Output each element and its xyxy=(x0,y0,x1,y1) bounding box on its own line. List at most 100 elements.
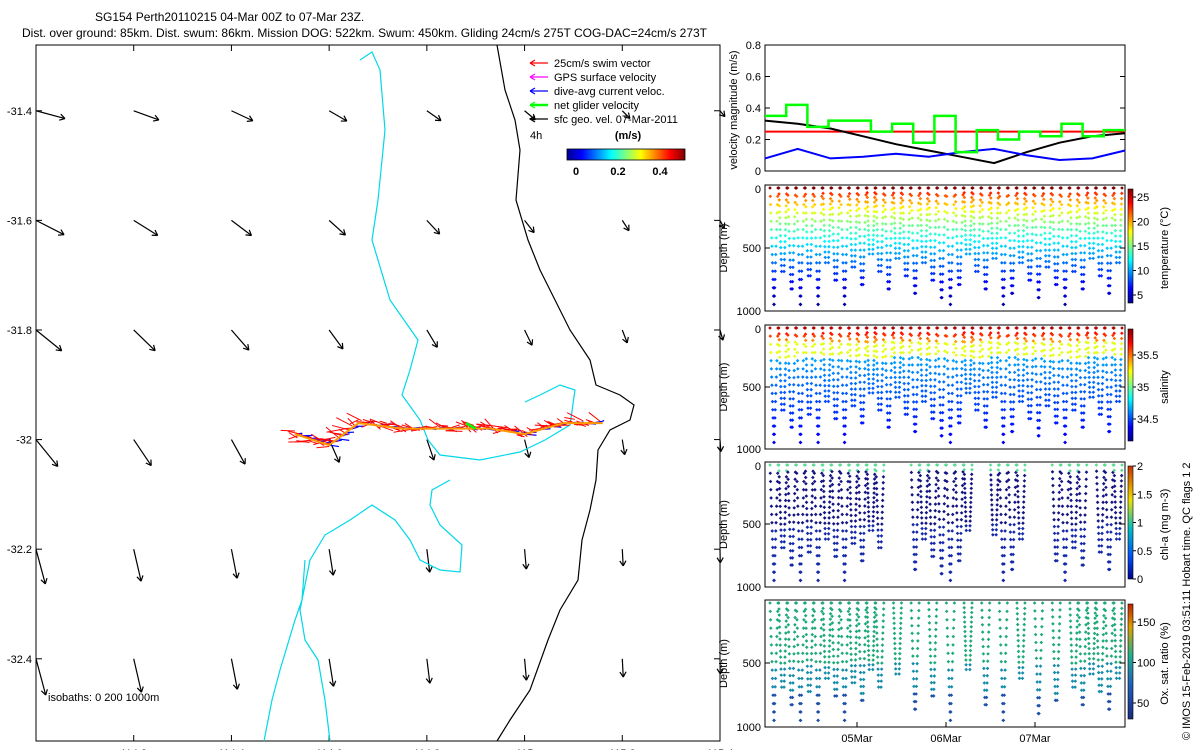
profile-sample xyxy=(1095,217,1100,222)
profile-sample xyxy=(951,367,955,371)
profile-sample xyxy=(908,198,912,203)
profile-sample xyxy=(836,232,841,236)
profile-sample xyxy=(1042,220,1047,224)
profile-sample xyxy=(1074,361,1079,365)
profile-sample xyxy=(866,367,871,372)
profile-sample xyxy=(910,223,915,228)
profile-sample xyxy=(786,207,791,212)
profile-sample xyxy=(1007,216,1011,220)
profile-sample xyxy=(1001,440,1006,445)
profile-sample xyxy=(998,367,1003,371)
colorbar-label: salinity xyxy=(1159,370,1171,404)
profile-sample xyxy=(925,357,929,362)
profile-sample xyxy=(788,265,793,270)
profile-sample xyxy=(1092,216,1097,220)
profile-sample xyxy=(1112,186,1116,190)
profile-sample xyxy=(901,344,905,349)
profile-sample xyxy=(903,267,907,272)
profile-sample xyxy=(863,213,868,218)
profile-sample xyxy=(797,277,802,282)
profile-sample xyxy=(1043,376,1047,380)
profile-sample xyxy=(809,519,814,523)
profile-sample xyxy=(994,395,998,399)
profile-sample xyxy=(932,390,937,395)
profile-sample xyxy=(814,391,819,396)
profile-sample xyxy=(1075,343,1080,348)
profile-sample xyxy=(849,381,854,386)
profile-sample xyxy=(861,558,865,563)
profile-sample xyxy=(924,223,929,228)
profile-sample xyxy=(945,342,949,347)
profile-sample xyxy=(1096,242,1101,247)
profile-sample xyxy=(774,512,779,517)
profile-sample xyxy=(790,279,795,284)
profile-sample xyxy=(1108,268,1113,273)
profile-sample xyxy=(1009,414,1013,419)
profile-sample xyxy=(1030,232,1035,236)
colorbar-tick-label: 25 xyxy=(1137,192,1149,204)
profile-sample xyxy=(989,206,993,210)
profile-sample xyxy=(1030,371,1035,376)
profile-sample xyxy=(848,214,853,219)
profile-sample xyxy=(1081,418,1086,422)
profile-sample xyxy=(793,484,797,489)
profile-sample xyxy=(863,497,867,501)
profile-sample xyxy=(793,347,797,352)
profile-sample xyxy=(1066,219,1070,224)
profile-sample xyxy=(1112,326,1116,330)
profile-sample xyxy=(1070,402,1075,407)
profile-sample xyxy=(1022,212,1026,217)
profile-sample xyxy=(926,186,931,190)
profile-sample xyxy=(901,223,906,228)
profile-sample xyxy=(1088,395,1092,399)
profile-sample xyxy=(1031,212,1035,217)
profile-sample xyxy=(830,352,835,356)
profile-sample xyxy=(804,481,808,486)
profile-sample xyxy=(910,348,914,352)
profile-sample xyxy=(866,377,871,381)
profile-sample xyxy=(1057,360,1061,364)
profile-sample xyxy=(790,272,795,277)
profile-sample xyxy=(1083,215,1088,219)
profile-sample xyxy=(810,488,815,492)
profile-y-tick-label: 500 xyxy=(743,243,761,255)
profile-sample xyxy=(831,225,835,230)
profile-sample xyxy=(1113,357,1117,362)
profile-sample xyxy=(1082,397,1087,401)
profile-sample xyxy=(1022,336,1027,341)
profile-sample xyxy=(782,396,787,401)
profile-sample xyxy=(1086,221,1091,225)
profile-sample xyxy=(1053,407,1057,412)
profile-sample xyxy=(978,216,982,220)
profile-sample xyxy=(1015,336,1020,341)
profile-sample xyxy=(848,480,852,484)
profile-sample xyxy=(814,244,818,248)
profile-sample xyxy=(935,326,940,330)
profile-sample xyxy=(808,544,813,548)
colorbar-tick-label: 20 xyxy=(1137,217,1149,229)
profile-sample xyxy=(828,218,832,222)
profile-sample xyxy=(777,480,782,485)
profile-sample xyxy=(1086,355,1091,360)
profile-sample xyxy=(1104,231,1109,235)
profile-sample xyxy=(1004,358,1009,363)
profile-sample xyxy=(770,383,774,388)
profile-sample xyxy=(866,209,870,214)
profile-sample xyxy=(911,246,915,250)
profile-sample xyxy=(775,496,779,500)
profile-sample xyxy=(1073,390,1078,395)
profile-sample xyxy=(849,392,854,397)
map-y-tick-label: -32.2 xyxy=(7,544,32,556)
profile-sample xyxy=(822,228,827,233)
map-x-tick-label: 115 xyxy=(516,748,534,750)
profile-sample xyxy=(793,477,797,482)
swim-vector xyxy=(331,424,351,431)
profile-sample xyxy=(934,339,939,343)
profile-sample xyxy=(834,278,839,282)
profile-sample xyxy=(1051,213,1055,218)
profile-sample xyxy=(813,227,818,232)
profile-sample xyxy=(953,339,958,344)
legend-arrowhead xyxy=(529,101,536,109)
profile-sample xyxy=(932,384,937,389)
profile-sample xyxy=(1050,186,1055,190)
